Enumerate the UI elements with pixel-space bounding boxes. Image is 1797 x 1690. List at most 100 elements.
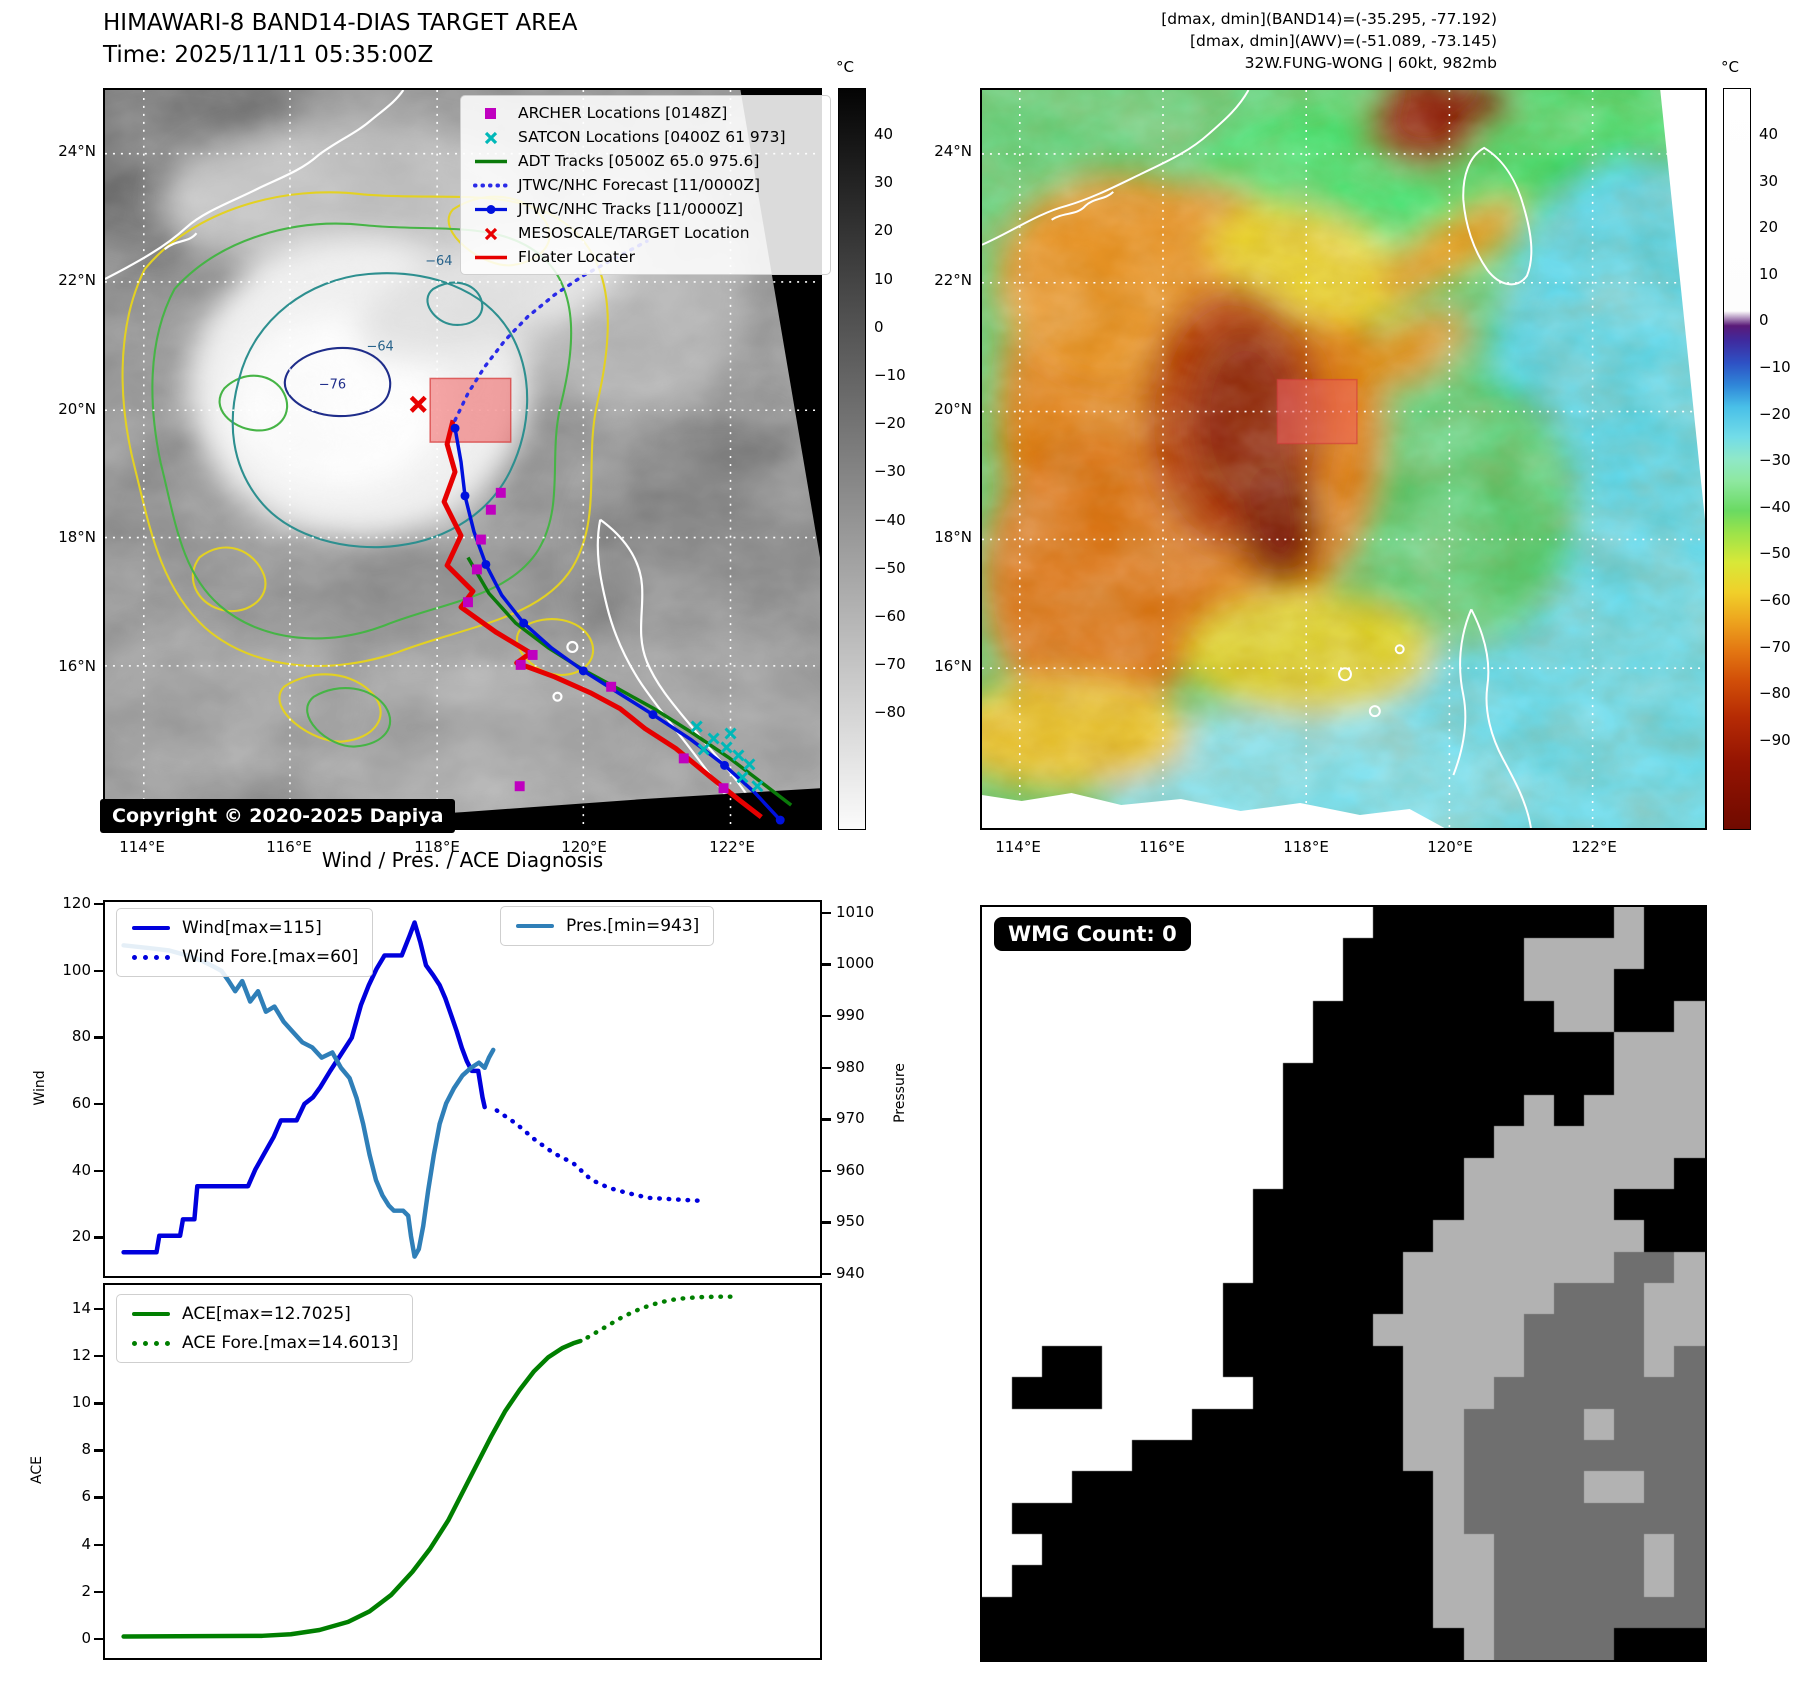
- y2-tick-mark: [822, 1169, 831, 1173]
- series-wind-fore-max-60-: [494, 1108, 708, 1204]
- y-tick-mark: [94, 1402, 103, 1405]
- awv-colorbar-tick: −30: [1759, 451, 1791, 470]
- contour-label-64a: −64: [425, 254, 452, 269]
- copyright-badge: Copyright © 2020-2025 Dapiya: [100, 799, 456, 833]
- wind-pressure-plot: [121, 920, 708, 1259]
- legend-item: JTWC/NHC Tracks [11/0000Z]: [473, 200, 818, 218]
- y2-tick-mark: [822, 1221, 831, 1224]
- band14-colorbar-tick: −70: [874, 655, 906, 674]
- y-tick-label: 12: [71, 1346, 91, 1365]
- wmg-panel: [980, 905, 1707, 1662]
- legend-item: MESOSCALE/TARGET Location: [473, 224, 818, 242]
- legend-item: ADT Tracks [0500Z 65.0 975.6]: [473, 152, 818, 170]
- series-wind-max-115-: [121, 920, 487, 1255]
- y-tick-mark: [94, 903, 103, 906]
- band14-lat-tick: 16°N: [58, 657, 96, 675]
- y2-tick-mark: [822, 1272, 831, 1276]
- y2-tick-label: 990: [836, 1006, 865, 1025]
- y-tick-mark: [94, 1637, 103, 1641]
- x-marker-icon: [484, 227, 498, 240]
- awv-coastlines: [981, 89, 1533, 829]
- square-marker-icon: [485, 107, 496, 119]
- band14-colorbar-tick: −50: [874, 558, 906, 577]
- band14-colorbar: [838, 88, 866, 830]
- jtwc-track-points: [450, 423, 785, 825]
- y-tick-label: 2: [81, 1581, 91, 1600]
- series-pres-min-943-: [121, 943, 496, 1259]
- y-tick-mark: [94, 1307, 103, 1311]
- wind-forecast-legend-row: Wind Fore.[max=60]: [131, 947, 358, 967]
- pressure-axis-label: Pressure: [892, 1063, 908, 1123]
- band14-lat-tick: 24°N: [58, 142, 96, 160]
- ace-forecast-legend-row: ACE Fore.[max=14.6013]: [131, 1333, 398, 1353]
- y-tick-label: 80: [71, 1027, 91, 1046]
- y2-tick-label: 1000: [836, 954, 875, 973]
- legend-item-label: ADT Tracks [0500Z 65.0 975.6]: [518, 152, 760, 170]
- mesoscale-target-marker: [409, 395, 427, 413]
- pressure-legend-row: Pres.[min=943]: [515, 916, 699, 936]
- y-tick-mark: [94, 1169, 103, 1173]
- awv-lat-tick: 16°N: [934, 657, 972, 675]
- y2-tick-mark: [822, 911, 831, 915]
- legend-item: SATCON Locations [0400Z 61 973]: [473, 128, 818, 146]
- legend-item-label: ARCHER Locations [0148Z]: [518, 104, 728, 122]
- ace-legend-row: ACE[max=12.7025]: [131, 1304, 398, 1324]
- dotted-marker-icon: [473, 183, 509, 187]
- band14-colorbar-tick: 20: [874, 221, 894, 240]
- awv-lat-tick: 24°N: [934, 142, 972, 160]
- y2-tick-label: 950: [836, 1212, 865, 1231]
- awv-swath-edge-right: [1660, 90, 1705, 520]
- satcon-markers: [690, 720, 764, 793]
- band14-colorbar-tick: −20: [874, 414, 906, 433]
- band14-colorbar-tick: 10: [874, 269, 894, 288]
- awv-colorbar-unit: °C: [1721, 58, 1739, 76]
- y-tick-mark: [94, 1449, 103, 1452]
- band14-colorbar-tick: 0: [874, 317, 884, 336]
- y-tick-label: 120: [62, 894, 91, 912]
- archer-markers: [462, 487, 729, 794]
- info-awv: [dmax, dmin](AWV)=(-51.089, -73.145): [1190, 32, 1497, 50]
- y2-tick-mark: [822, 963, 831, 966]
- awv-lon-tick: 122°E: [1571, 838, 1617, 856]
- y-tick-mark: [94, 1543, 103, 1546]
- diagnosis-title: Wind / Pres. / ACE Diagnosis: [321, 848, 604, 872]
- band14-lon-tick: 118°E: [414, 838, 460, 856]
- awv-colorbar-tick: 10: [1759, 264, 1779, 283]
- awv-lon-tick: 120°E: [1427, 838, 1473, 856]
- series-ace-max-12-7025-: [121, 1338, 583, 1639]
- y-tick-mark: [94, 1355, 103, 1358]
- band14-lat-tick: 22°N: [58, 271, 96, 289]
- wind-line-swatch: [131, 925, 171, 931]
- awv-lat-tick: 20°N: [934, 400, 972, 418]
- ace-legend-label: ACE[max=12.7025]: [182, 1304, 351, 1324]
- ace-forecast-legend-label: ACE Fore.[max=14.6013]: [182, 1333, 399, 1353]
- y-tick-label: 6: [81, 1487, 91, 1506]
- info-band14: [dmax, dmin](BAND14)=(-35.295, -77.192): [1161, 10, 1497, 28]
- awv-lat-tick: 22°N: [934, 271, 972, 289]
- awv-colorbar-tick: −40: [1759, 497, 1791, 516]
- band14-bottom-edge: [105, 788, 820, 828]
- page-title: HIMAWARI-8 BAND14-DIAS TARGET AREA: [103, 10, 578, 36]
- awv-satellite-map: [942, 70, 1797, 874]
- awv-texture-dark: [982, 90, 1705, 828]
- band14-colorbar-unit: °C: [836, 58, 854, 76]
- awv-swath-edge-bottom: [982, 793, 1445, 828]
- pressure-line-swatch: [515, 923, 555, 929]
- band14-map-legend: ARCHER Locations [0148Z] SATCON Locations…: [460, 95, 831, 275]
- y-tick-label: 10: [71, 1393, 91, 1412]
- jtwc-track-line: [453, 427, 782, 822]
- wind-forecast-dotted-swatch: [131, 954, 171, 960]
- band14-lon-tick: 114°E: [119, 838, 165, 856]
- y2-tick-mark: [822, 1118, 831, 1121]
- x-marker-icon: [484, 131, 498, 144]
- band14-lon-tick: 120°E: [561, 838, 607, 856]
- y2-tick-label: 1010: [836, 902, 875, 921]
- awv-colorbar-tick: −60: [1759, 591, 1791, 609]
- legend-item: ARCHER Locations [0148Z]: [473, 104, 818, 122]
- wind-forecast-legend-label: Wind Fore.[max=60]: [182, 947, 359, 967]
- awv-colorbar-tick: −20: [1759, 404, 1791, 423]
- dmax-dmin-info: [dmax, dmin](BAND14)=(-35.295, -77.192) …: [1161, 8, 1497, 74]
- y-tick-label: 100: [62, 960, 91, 979]
- y-tick-mark: [94, 1236, 103, 1239]
- wmg-grid-image: [982, 907, 1705, 1660]
